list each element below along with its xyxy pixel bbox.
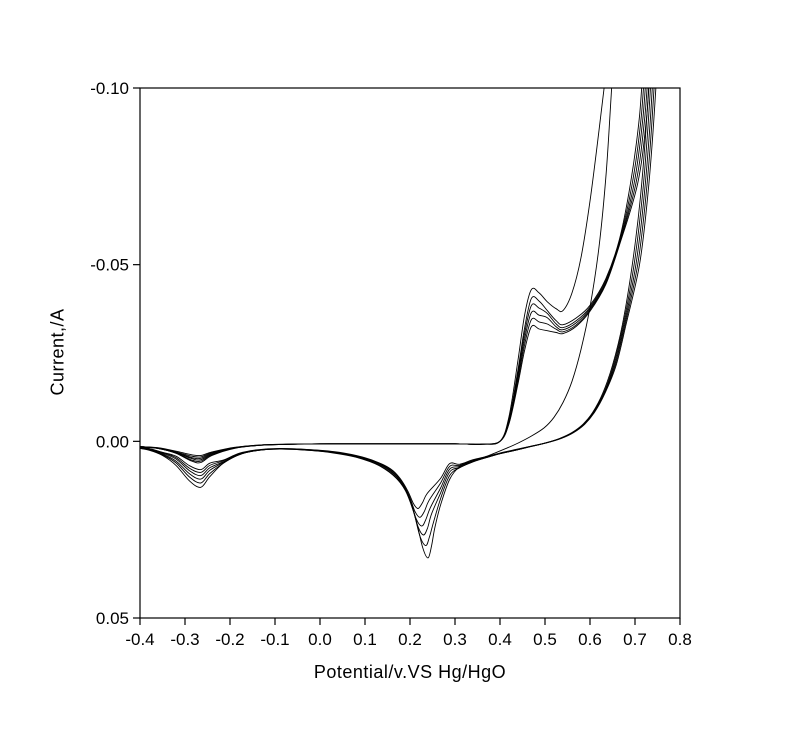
- y-tick-label: 0.00: [96, 432, 129, 451]
- y-axis-title-text: Current,/A: [47, 308, 68, 396]
- cv-curve-cycle-6: [140, 88, 657, 509]
- x-tick-label: 0.8: [668, 630, 692, 649]
- x-tick-label: -0.2: [215, 630, 244, 649]
- x-tick-label: -0.1: [260, 630, 289, 649]
- cv-curves: [140, 88, 657, 559]
- x-tick-label: 0.5: [533, 630, 557, 649]
- y-axis-title: Current,/A: [48, 308, 69, 395]
- x-tick-label: -0.4: [125, 630, 154, 649]
- x-tick-label: 0.1: [353, 630, 377, 649]
- plot-frame: [139, 87, 681, 619]
- y-tick-label: -0.05: [90, 256, 129, 275]
- x-tick-label: 0.3: [443, 630, 467, 649]
- x-tick-label: 0.6: [578, 630, 602, 649]
- x-tick-label: 0.0: [308, 630, 332, 649]
- x-tick-label: 0.4: [488, 630, 512, 649]
- cv-curve-cycle-1: [140, 88, 613, 559]
- x-axis-title: Potential/v.VS Hg/HgO: [313, 662, 507, 682]
- cv-curve-cycle-5: [140, 88, 655, 518]
- y-tick-label: 0.05: [96, 609, 129, 628]
- x-tick-label: -0.3: [170, 630, 199, 649]
- y-tick-label: -0.10: [90, 79, 129, 98]
- x-tick-label: 0.2: [398, 630, 422, 649]
- x-tick-label: 0.7: [623, 630, 647, 649]
